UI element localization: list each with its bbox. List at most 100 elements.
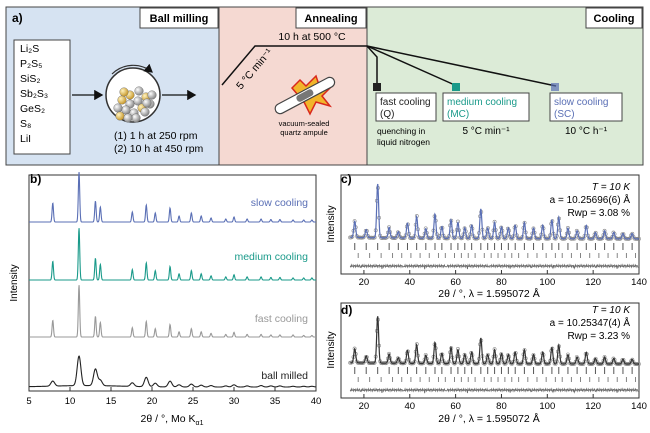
milling-ball <box>117 95 127 105</box>
panel-b-label: b) <box>30 172 41 186</box>
precursor-item: P₂S₅ <box>20 58 42 70</box>
x-tick-label: 5 <box>26 396 31 407</box>
x-tick-label: 20 <box>359 401 370 412</box>
panel-c-xlabel: 2θ / °, λ = 1.595072 Å <box>438 287 539 300</box>
panel-c-frame <box>340 174 640 275</box>
panel-d-lattice: a = 10.25347(4) Å <box>550 316 631 329</box>
medium-cooling-title: medium cooling <box>447 97 517 108</box>
x-tick-label: 80 <box>496 401 507 412</box>
cooling-title: Cooling <box>594 13 635 25</box>
precursor-item: GeS₂ <box>20 103 45 115</box>
quartz-ampule-icon <box>274 74 336 116</box>
x-tick-label: 20 <box>359 277 370 288</box>
precursor-box <box>13 39 71 155</box>
slow-cooling-abbr: (SC) <box>554 109 575 120</box>
panel-d-temp: T = 10 K <box>592 305 631 316</box>
legend-fast-cooling: fast cooling <box>255 313 308 325</box>
x-tick-label: 35 <box>270 396 281 407</box>
milling-ball <box>115 111 125 121</box>
observed-point <box>593 230 598 235</box>
x-tick-label: 140 <box>631 277 647 288</box>
panel-d: d) Intensity 20 40 60 80 100 120 140 T = 10 K … <box>326 302 647 425</box>
panel-c-lattice: a = 10.25696(6) Å <box>550 193 631 206</box>
legend-medium-cooling: medium cooling <box>234 251 308 263</box>
x-tick-label: 100 <box>539 401 555 412</box>
milling-ball <box>133 96 143 106</box>
milling-ball <box>134 86 144 96</box>
fast-cooling-abbr: (Q) <box>380 109 394 120</box>
precursor-item: Li₂S <box>20 43 39 55</box>
panel-c-ylabel: Intensity <box>326 205 337 242</box>
panel-d-xlabel: 2θ / °, λ = 1.595072 Å <box>438 412 539 425</box>
x-tick-label: 60 <box>450 401 461 412</box>
x-tick-label: 30 <box>229 396 240 407</box>
trace-fast-cooling <box>29 285 316 338</box>
x-tick-label: 120 <box>585 277 601 288</box>
panel-a-label: a) <box>12 11 23 25</box>
milling-ball <box>131 113 141 123</box>
panel-c: c) Intensity 20 40 60 80 100 120 140 T = 10 K … <box>326 172 647 300</box>
x-tick-label: 15 <box>106 396 117 407</box>
x-tick-label: 40 <box>404 277 415 288</box>
medium-cooling-abbr: (MC) <box>447 109 469 120</box>
difference-curve <box>349 263 640 270</box>
calculated-fit <box>350 183 639 240</box>
trace-medium-cooling <box>29 228 316 281</box>
observed-point <box>482 361 487 366</box>
legend-slow-cooling: slow cooling <box>251 197 308 209</box>
x-tick-label: 25 <box>188 396 199 407</box>
precursor-item: SiS₂ <box>20 73 40 85</box>
medium-cooling-box <box>442 92 530 122</box>
panel-b-frame <box>28 174 317 392</box>
milling-ball <box>142 98 152 108</box>
panel-d-rwp: Rwp = 3.23 % <box>567 331 630 342</box>
medium-cooling-rate: 5 °C min⁻¹ <box>462 126 510 137</box>
panel-c-rwp: Rwp = 3.08 % <box>567 208 630 219</box>
panel-d-ylabel: Intensity <box>326 331 337 368</box>
trace-slow-cooling <box>29 172 316 223</box>
milling-step-2: (2) 10 h at 450 rpm <box>114 143 204 155</box>
fast-cooling-marker <box>373 83 381 91</box>
ball-milling-title: Ball milling <box>150 13 209 25</box>
panel-b-xlabel: 2θ / °, Mo Kα1 <box>141 413 204 427</box>
observed-point <box>398 360 403 365</box>
milling-ball <box>123 113 133 123</box>
panel-b: b) Intensity 5 10 15 20 25 30 35 40 2θ / °, Mo … <box>9 172 321 427</box>
ampule-caption-1: vacuum-sealed <box>279 119 330 128</box>
panel-c-label: c) <box>341 172 352 186</box>
milling-ball <box>113 103 123 113</box>
x-tick-label: 60 <box>450 277 461 288</box>
fast-cooling-title: fast cooling <box>380 97 431 108</box>
precursor-item: Sb₂S₃ <box>20 88 48 100</box>
precursor-item: S₈ <box>20 118 31 130</box>
panel-d-label: d) <box>341 303 352 317</box>
legend-ball-milled: ball milled <box>261 370 308 382</box>
fast-cooling-rate-2: liquid nitrogen <box>377 137 430 147</box>
milling-step-1: (1) 1 h at 250 rpm <box>114 130 198 142</box>
x-tick-label: 120 <box>585 401 601 412</box>
precursor-item: LiI <box>20 133 31 145</box>
annealing-title: Annealing <box>304 13 357 25</box>
panel-c-temp: T = 10 K <box>592 182 631 193</box>
fast-cooling-box <box>375 92 437 122</box>
fast-cooling-rate-1: quenching in <box>377 126 425 136</box>
dwell-label: 10 h at 500 °C <box>278 31 346 43</box>
slow-cooling-marker <box>551 83 559 91</box>
cooling-section <box>366 6 644 166</box>
milling-ball <box>147 90 157 100</box>
x-tick-label: 20 <box>147 396 158 407</box>
x-tick-label: 140 <box>631 401 647 412</box>
medium-cooling-marker <box>452 83 460 91</box>
x-tick-label: 80 <box>496 277 507 288</box>
x-tick-label: 40 <box>311 396 322 407</box>
milling-jar-icon <box>105 63 161 123</box>
panel-a: a) Ball milling Annealing Cooling Li₂S P₂… <box>5 6 644 166</box>
slow-cooling-title: slow cooling <box>554 97 608 108</box>
trace-ball-milled <box>29 355 317 388</box>
difference-curve <box>349 387 640 394</box>
observed-point <box>489 236 494 241</box>
x-tick-label: 40 <box>404 401 415 412</box>
calculated-fit <box>350 316 639 365</box>
slow-cooling-box <box>549 92 623 122</box>
